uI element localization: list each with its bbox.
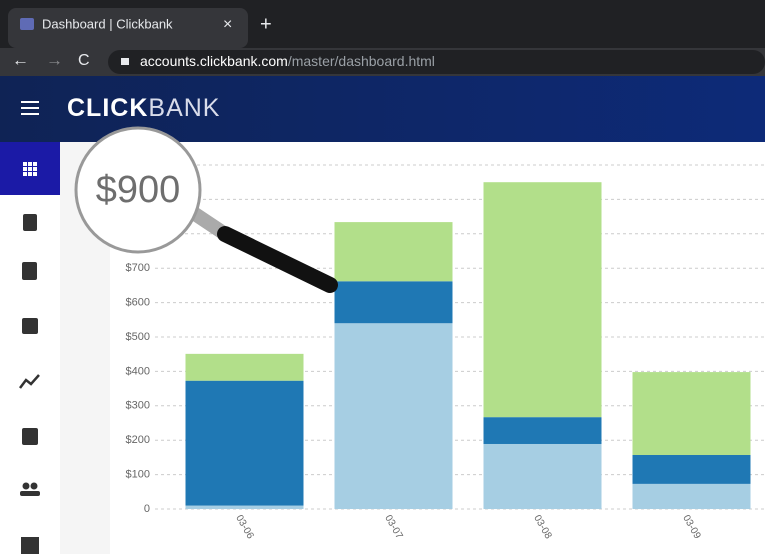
magnified-label: $900 — [96, 169, 181, 211]
forward-button[interactable]: → — [46, 50, 63, 69]
reload-button[interactable]: C — [78, 52, 90, 69]
bar-segment — [185, 505, 304, 509]
analytics-icon[interactable] — [19, 374, 40, 389]
url-path: /master/dashboard.html — [288, 53, 435, 69]
sidebar — [0, 142, 60, 554]
new-tab[interactable]: + — [260, 13, 272, 35]
tab[interactable] — [8, 8, 248, 48]
bar-segment — [185, 380, 304, 506]
logo[interactable]: CLICKBANK — [67, 94, 220, 122]
bar-segment — [483, 443, 602, 509]
store-icon[interactable] — [21, 537, 39, 554]
bar-segment — [483, 417, 602, 444]
y-tick-label: $200 — [126, 434, 150, 446]
menu-button[interactable] — [21, 101, 39, 115]
favicon — [20, 18, 34, 30]
bar-segment — [334, 281, 453, 324]
y-tick-label: $500 — [126, 331, 150, 343]
bar-segment — [483, 182, 602, 418]
orders-icon[interactable] — [23, 214, 37, 231]
bar-segment — [632, 372, 751, 455]
address-bar[interactable] — [108, 50, 765, 74]
bar-segment — [632, 454, 751, 484]
y-tick-label: 0 — [144, 503, 150, 515]
chart: 0$100$200$300$400$500$600$700$800$900$10… — [119, 159, 765, 541]
bar-segment — [185, 353, 304, 381]
y-tick-label: $600 — [126, 297, 150, 309]
magnifier: $900 — [74, 126, 338, 293]
tab-close[interactable]: × — [223, 16, 232, 33]
logo-light: BANK — [148, 94, 220, 122]
url-host: accounts.clickbank.com — [140, 53, 288, 69]
logo-bold: CLICK — [67, 94, 148, 122]
dashboard-icon — [23, 162, 37, 176]
bar-segment — [334, 323, 453, 509]
tab-title: Dashboard | Clickbank — [42, 16, 173, 31]
bar-segment — [334, 222, 453, 282]
y-tick-label: $700 — [126, 262, 150, 274]
reports-icon[interactable] — [22, 318, 38, 334]
bar-segment — [632, 483, 751, 509]
url: accounts.clickbank.com/master/dashboard.… — [140, 53, 435, 69]
search-icon[interactable] — [22, 262, 37, 280]
y-tick-label: $300 — [126, 400, 150, 412]
users-icon[interactable] — [22, 482, 30, 490]
y-tick-label: $400 — [126, 365, 150, 377]
y-tick-label: $100 — [126, 469, 150, 481]
back-button[interactable]: ← — [12, 50, 29, 69]
lock-icon — [121, 58, 129, 65]
accounts-icon[interactable] — [22, 428, 38, 445]
